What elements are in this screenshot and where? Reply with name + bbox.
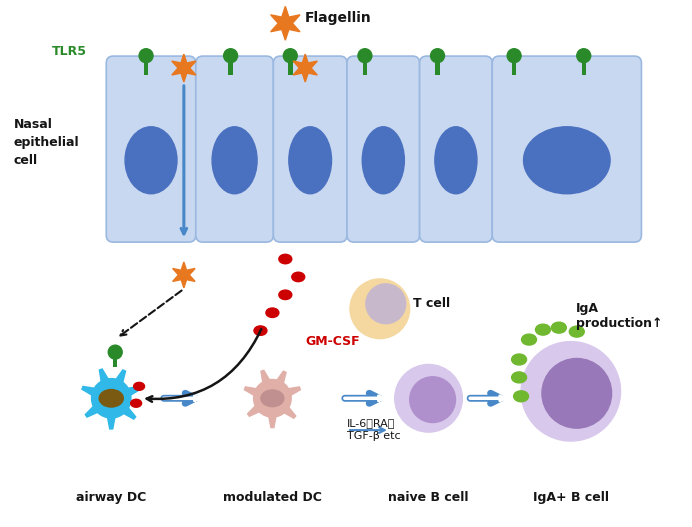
Circle shape (139, 48, 153, 63)
Circle shape (224, 48, 237, 63)
Ellipse shape (522, 334, 536, 345)
Ellipse shape (524, 127, 610, 194)
Polygon shape (272, 371, 286, 392)
Polygon shape (267, 408, 277, 427)
Ellipse shape (511, 372, 527, 383)
Circle shape (394, 365, 462, 432)
Polygon shape (248, 399, 268, 416)
FancyBboxPatch shape (419, 56, 492, 242)
Bar (144, 57, 148, 75)
Polygon shape (280, 387, 300, 400)
Ellipse shape (99, 389, 123, 407)
Circle shape (91, 378, 131, 418)
Circle shape (521, 341, 621, 441)
Polygon shape (276, 401, 295, 418)
Text: GM-CSF: GM-CSF (305, 335, 360, 348)
Bar (228, 57, 233, 75)
Ellipse shape (511, 354, 527, 365)
Bar (512, 57, 516, 75)
Ellipse shape (552, 322, 566, 333)
Ellipse shape (435, 127, 477, 194)
Polygon shape (271, 6, 300, 40)
Circle shape (253, 379, 291, 417)
FancyBboxPatch shape (107, 56, 196, 242)
Polygon shape (244, 387, 265, 400)
Bar (363, 57, 367, 75)
Circle shape (350, 279, 410, 339)
Ellipse shape (513, 391, 529, 402)
Polygon shape (100, 369, 113, 391)
Polygon shape (82, 386, 104, 400)
Circle shape (283, 48, 298, 63)
Circle shape (507, 48, 521, 63)
Polygon shape (116, 401, 136, 419)
Text: naive B cell: naive B cell (388, 491, 468, 504)
Circle shape (542, 358, 612, 428)
Bar (581, 57, 586, 75)
Polygon shape (173, 262, 195, 288)
FancyBboxPatch shape (196, 56, 273, 242)
Polygon shape (261, 370, 274, 391)
Text: modulated DC: modulated DC (223, 491, 322, 504)
Circle shape (366, 284, 406, 324)
Bar (113, 354, 118, 367)
Circle shape (358, 48, 372, 63)
Text: IgA
production↑: IgA production↑ (576, 301, 662, 330)
Polygon shape (118, 386, 140, 400)
Text: airway DC: airway DC (76, 491, 147, 504)
Ellipse shape (254, 326, 267, 335)
FancyBboxPatch shape (492, 56, 641, 242)
Bar (435, 57, 439, 75)
Polygon shape (111, 370, 125, 392)
Text: T cell: T cell (412, 297, 450, 310)
Circle shape (576, 48, 591, 63)
Ellipse shape (289, 127, 331, 194)
Polygon shape (106, 408, 117, 429)
Text: TLR5: TLR5 (51, 45, 86, 58)
Ellipse shape (279, 290, 292, 299)
Polygon shape (85, 399, 107, 417)
Ellipse shape (266, 308, 279, 317)
Polygon shape (293, 54, 317, 82)
Circle shape (430, 48, 444, 63)
Ellipse shape (131, 399, 142, 407)
Ellipse shape (570, 326, 584, 337)
FancyBboxPatch shape (347, 56, 419, 242)
Ellipse shape (212, 127, 257, 194)
Ellipse shape (536, 324, 550, 335)
Text: Flagellin: Flagellin (305, 11, 372, 25)
Ellipse shape (279, 255, 292, 264)
Ellipse shape (362, 127, 404, 194)
FancyBboxPatch shape (273, 56, 347, 242)
Ellipse shape (261, 390, 284, 407)
Polygon shape (172, 54, 196, 82)
Text: Nasal
epithelial
cell: Nasal epithelial cell (14, 118, 80, 167)
Bar (288, 57, 293, 75)
Circle shape (108, 345, 122, 359)
Ellipse shape (134, 383, 145, 391)
Text: IL-6、RA、
TGF-β etc: IL-6、RA、 TGF-β etc (347, 418, 401, 441)
Ellipse shape (125, 127, 177, 194)
Ellipse shape (292, 272, 304, 281)
Text: IgA+ B cell: IgA+ B cell (533, 491, 609, 504)
Circle shape (410, 377, 455, 423)
